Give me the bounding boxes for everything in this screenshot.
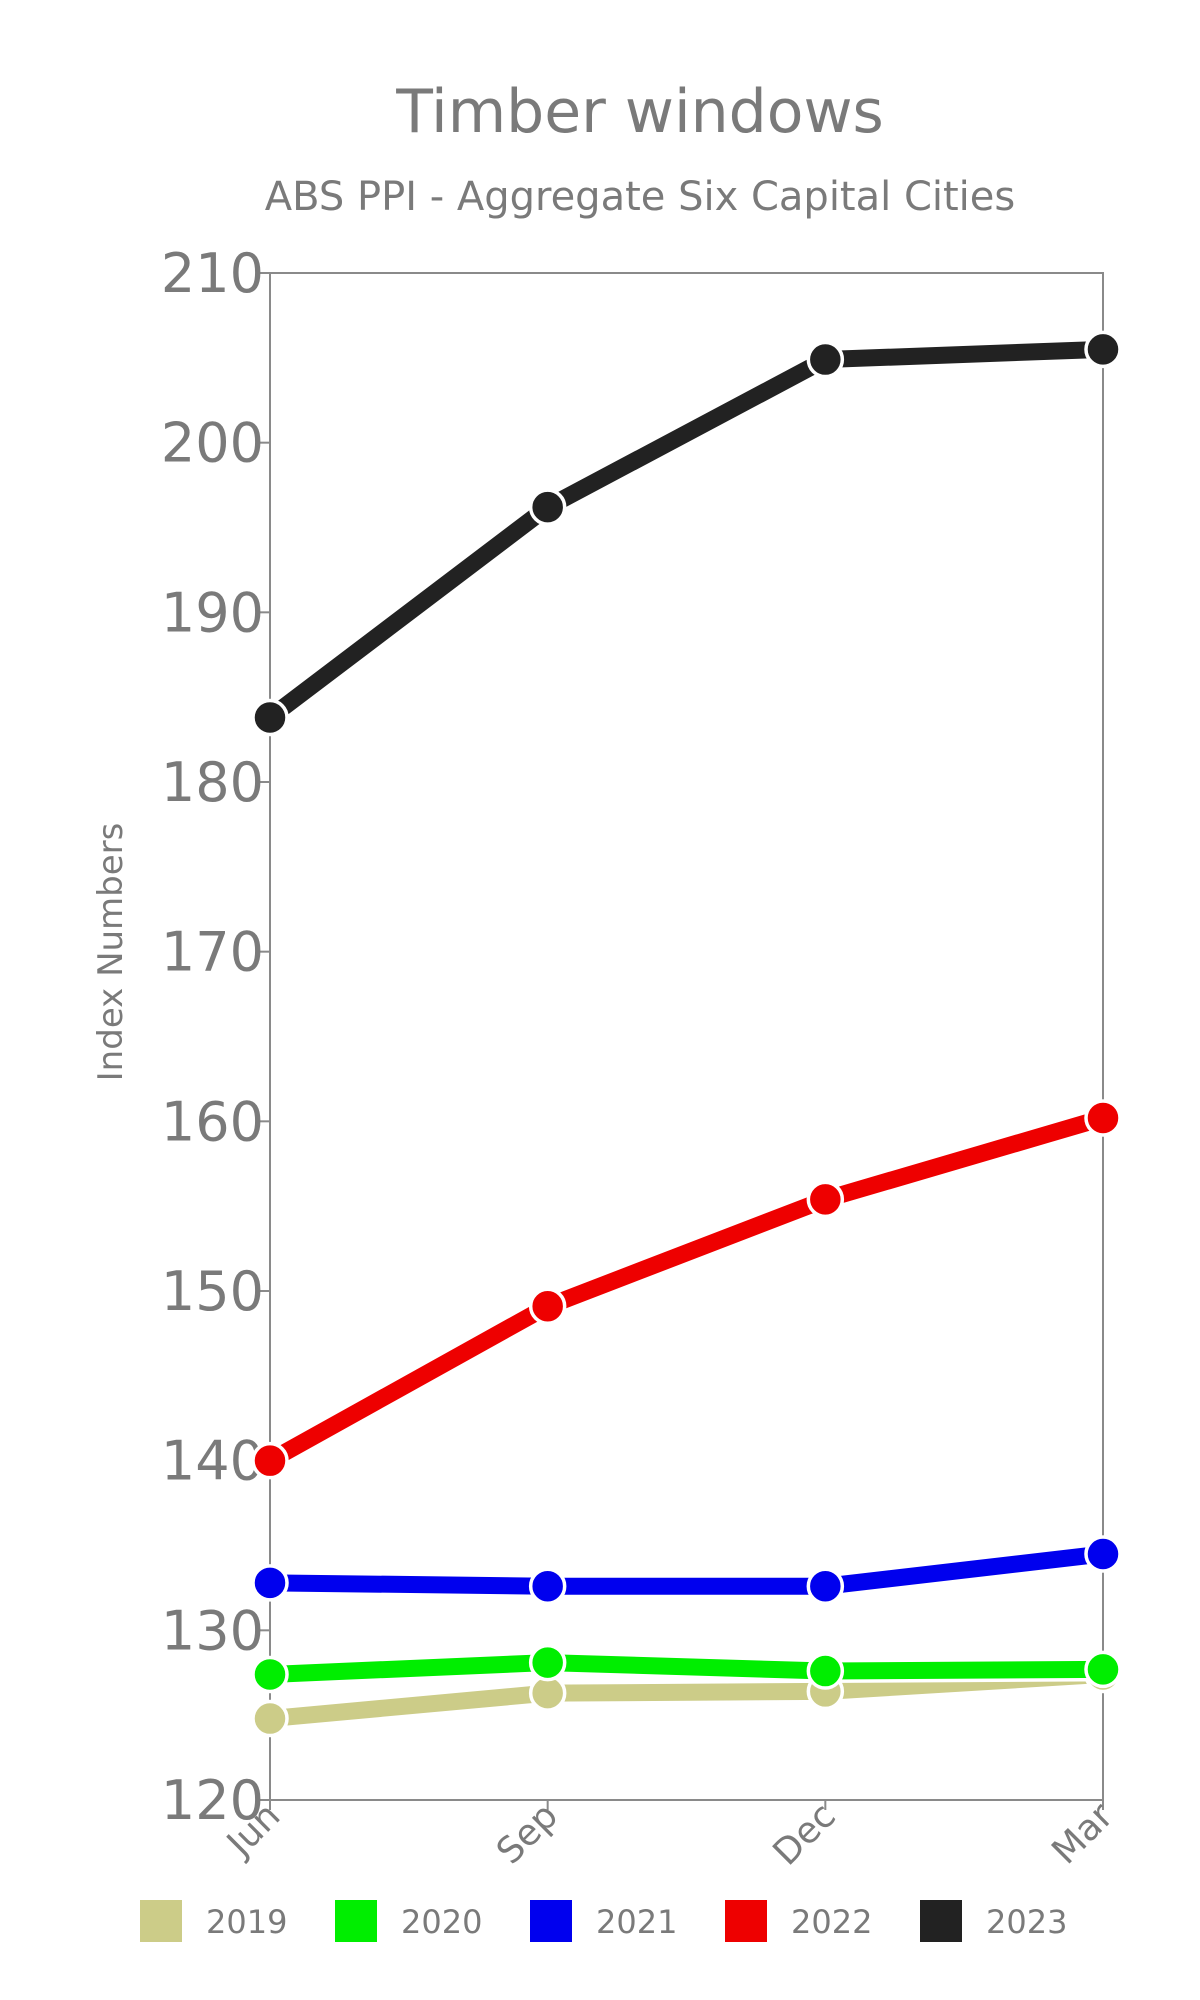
plot-area bbox=[269, 272, 1104, 1801]
series-2021-line bbox=[261, 1545, 1112, 1595]
x-tick-label: Dec bbox=[765, 1795, 843, 1873]
series-2020-point bbox=[251, 1655, 289, 1694]
series-2022-point bbox=[1084, 1099, 1122, 1137]
series-2023-point bbox=[1084, 330, 1122, 369]
series-2022-point bbox=[806, 1180, 845, 1219]
series-2023-point bbox=[806, 340, 845, 379]
legend-swatch-2021 bbox=[530, 1900, 572, 1942]
series-2021-point bbox=[528, 1567, 567, 1605]
y-tick-label: 200 bbox=[161, 412, 264, 475]
y-tick-label: 190 bbox=[161, 581, 264, 644]
legend-swatch-2023 bbox=[920, 1900, 962, 1942]
plot-border bbox=[269, 272, 1104, 1801]
legend: 2019 2020 2021 2022 2023 bbox=[140, 1900, 1067, 1942]
y-tick-label: 150 bbox=[161, 1260, 264, 1323]
series-2022-point bbox=[251, 1441, 289, 1480]
chart-subtitle: ABS PPI - Aggregate Six Capital Cities bbox=[265, 174, 1016, 220]
y-tick-label: 120 bbox=[161, 1769, 264, 1832]
legend-label-2023: 2023 bbox=[986, 1903, 1067, 1941]
series-2020-point bbox=[528, 1643, 567, 1682]
x-axis-ticks: Jun Sep Dec Mar bbox=[218, 1795, 1121, 1873]
y-tick-label: 170 bbox=[161, 921, 264, 984]
series-2021-point bbox=[251, 1564, 289, 1602]
series-2020-point bbox=[1084, 1650, 1122, 1689]
series-2023-line bbox=[261, 340, 1112, 727]
series-2021-point bbox=[1084, 1535, 1122, 1573]
series-2022-point bbox=[528, 1287, 567, 1326]
series-layer bbox=[251, 330, 1122, 1738]
series-2023-point bbox=[528, 488, 567, 526]
y-tick-label: 130 bbox=[161, 1599, 264, 1662]
legend-label-2019: 2019 bbox=[206, 1903, 287, 1941]
y-tick-label: 140 bbox=[161, 1430, 264, 1493]
series-2023-outline bbox=[258, 337, 1115, 730]
series-2021-point bbox=[806, 1567, 845, 1605]
series-2019-line bbox=[261, 1665, 1112, 1728]
series-2022-outline bbox=[258, 1105, 1115, 1473]
series-2023-point bbox=[251, 698, 289, 737]
x-tick-label: Sep bbox=[489, 1795, 566, 1872]
legend-label-2020: 2020 bbox=[401, 1903, 482, 1941]
legend-label-2022: 2022 bbox=[791, 1903, 872, 1941]
chart-title: Timber windows bbox=[395, 77, 884, 147]
legend-swatch-2020 bbox=[335, 1900, 377, 1942]
series-2020-point bbox=[806, 1652, 845, 1690]
y-tick-label: 160 bbox=[161, 1090, 264, 1153]
legend-swatch-2019 bbox=[140, 1900, 182, 1942]
y-axis-label: Index Numbers bbox=[91, 823, 131, 1082]
y-tick-label: 210 bbox=[161, 242, 264, 305]
legend-swatch-2022 bbox=[725, 1900, 767, 1942]
series-2020-line bbox=[261, 1654, 1112, 1683]
legend-label-2021: 2021 bbox=[596, 1903, 677, 1941]
series-2022-line bbox=[261, 1109, 1112, 1470]
y-tick-label: 180 bbox=[161, 751, 264, 814]
series-2019-point bbox=[251, 1699, 289, 1738]
x-tick-label: Mar bbox=[1044, 1795, 1121, 1872]
y-axis-ticks: 120 130 140 150 160 170 180 190 200 210 bbox=[161, 242, 270, 1832]
